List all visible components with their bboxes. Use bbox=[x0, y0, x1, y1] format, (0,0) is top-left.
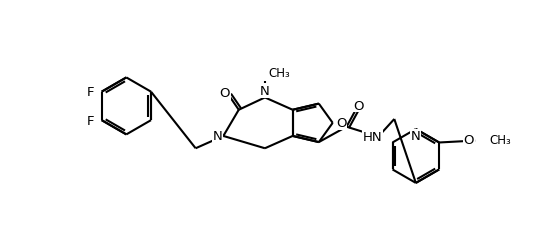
Text: N: N bbox=[212, 130, 222, 143]
Text: O: O bbox=[336, 117, 346, 130]
Text: CH₃: CH₃ bbox=[268, 66, 290, 79]
Text: O: O bbox=[220, 87, 230, 100]
Text: HN: HN bbox=[363, 131, 383, 144]
Text: O: O bbox=[464, 133, 474, 146]
Text: O: O bbox=[353, 99, 364, 112]
Text: N: N bbox=[260, 85, 270, 98]
Text: N: N bbox=[411, 130, 421, 143]
Text: F: F bbox=[87, 86, 95, 99]
Text: CH₃: CH₃ bbox=[490, 133, 512, 146]
Text: F: F bbox=[87, 114, 95, 127]
